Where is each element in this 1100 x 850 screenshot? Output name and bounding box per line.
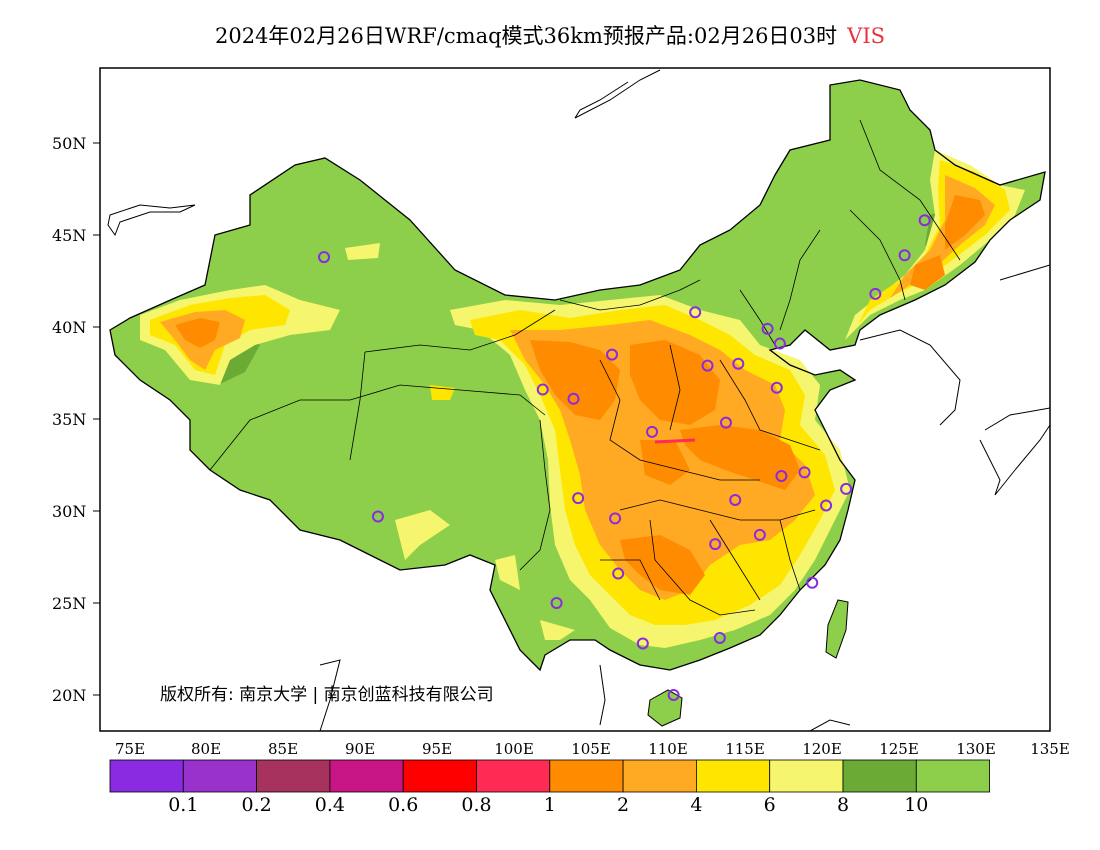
lon-label-100: 100E (494, 740, 534, 758)
station-marker (840, 482, 853, 495)
map-title: 2024年02月26日WRF/cmaq模式36km预报产品:02月26日03时 V… (0, 20, 1100, 50)
station-marker (609, 512, 622, 525)
colorbar-label: 1 (543, 794, 556, 816)
station-marker (753, 528, 766, 541)
vis-1-2-zones (175, 195, 985, 595)
station-marker (773, 337, 786, 350)
station-marker (761, 322, 774, 335)
colorbar-label: 4 (690, 794, 703, 816)
lon-label-130: 130E (956, 740, 996, 758)
station-marker (536, 383, 549, 396)
lon-label-95: 95E (421, 740, 453, 758)
station-marker (550, 597, 563, 609)
station-marker (869, 287, 882, 300)
colorbar-swatch (915, 759, 990, 793)
lat-label-25: 25N (52, 594, 87, 613)
lon-label-85: 85E (267, 740, 299, 758)
colorbar-swatch (549, 759, 624, 793)
colorbar-label: 0.8 (461, 794, 492, 816)
station-marker (646, 425, 659, 438)
lon-label-105: 105E (571, 740, 611, 758)
lat-label-45: 45N (52, 226, 87, 245)
station-marker (798, 466, 811, 479)
lat-label-30: 30N (52, 502, 87, 521)
country-border (109, 79, 1046, 672)
neighbor-coastlines (107, 69, 1050, 731)
lat-ticks (93, 142, 100, 696)
lon-label-115: 115E (725, 740, 765, 758)
station-marker (820, 499, 833, 512)
map-content (107, 69, 1050, 731)
colorbar-label: 2 (617, 794, 630, 816)
station-marker (567, 392, 580, 405)
lon-label-90: 90E (344, 740, 376, 758)
lon-label-110: 110E (648, 740, 688, 758)
lon-label-125: 125E (879, 740, 919, 758)
station-marker (770, 381, 783, 394)
station-marker (709, 538, 722, 551)
province-boundaries (209, 119, 961, 616)
colorbar-label: 10 (904, 794, 929, 816)
colorbar-swatch (109, 759, 184, 793)
colorbar-swatch (402, 759, 477, 793)
station-marker (719, 416, 732, 429)
colorbar-label: 6 (763, 794, 776, 816)
station-marker (572, 492, 585, 505)
station-marker (701, 359, 714, 372)
map-frame (99, 67, 1051, 732)
colorbar-swatch (476, 759, 551, 793)
title-main: 2024年02月26日WRF/cmaq模式36km预报产品:02月26日03时 (214, 24, 838, 48)
colorbar-label: 8 (836, 794, 850, 816)
station-marker (318, 251, 331, 264)
colorbar-swatch (842, 759, 917, 793)
copyright-notice: 版权所有: 南京大学 | 南京创蓝科技有限公司 (160, 685, 494, 705)
title-variable: VIS (847, 24, 886, 48)
colorbar-swatch (769, 759, 844, 793)
station-marker (775, 470, 788, 483)
lat-label-20: 20N (52, 686, 87, 705)
station-markers (318, 214, 931, 701)
station-marker (636, 637, 649, 650)
colorbar-swatch (329, 759, 404, 793)
lon-label-75: 75E (114, 740, 146, 758)
station-marker (612, 567, 625, 580)
taiwan-island (825, 599, 849, 659)
colorbar (109, 759, 990, 793)
station-marker (729, 493, 742, 506)
lat-label-40: 40N (52, 318, 87, 337)
station-marker (732, 357, 745, 370)
station-marker (713, 631, 726, 644)
station-marker (898, 249, 911, 262)
colorbar-swatch (182, 759, 258, 793)
vis-low-streak (654, 438, 696, 444)
lon-label-120: 120E (802, 740, 842, 758)
colorbar-label: 0.1 (168, 794, 199, 816)
colorbar-swatch (622, 759, 697, 793)
colorbar-label: 0.4 (314, 794, 345, 816)
colorbar-swatch (256, 759, 331, 793)
colorbar-label: 0.2 (241, 794, 272, 816)
station-marker (371, 510, 384, 523)
lat-label-35: 35N (52, 410, 87, 429)
colorbar-label: 0.6 (388, 794, 419, 816)
lon-label-135: 135E (1030, 740, 1070, 758)
station-marker (667, 689, 680, 701)
colorbar-swatch (696, 759, 771, 793)
lon-label-80: 80E (190, 740, 222, 758)
station-marker (806, 576, 819, 589)
lat-label-50: 50N (52, 134, 87, 153)
station-marker (918, 214, 931, 227)
station-marker (689, 306, 702, 319)
hainan-island (647, 689, 683, 727)
station-marker (606, 348, 619, 361)
